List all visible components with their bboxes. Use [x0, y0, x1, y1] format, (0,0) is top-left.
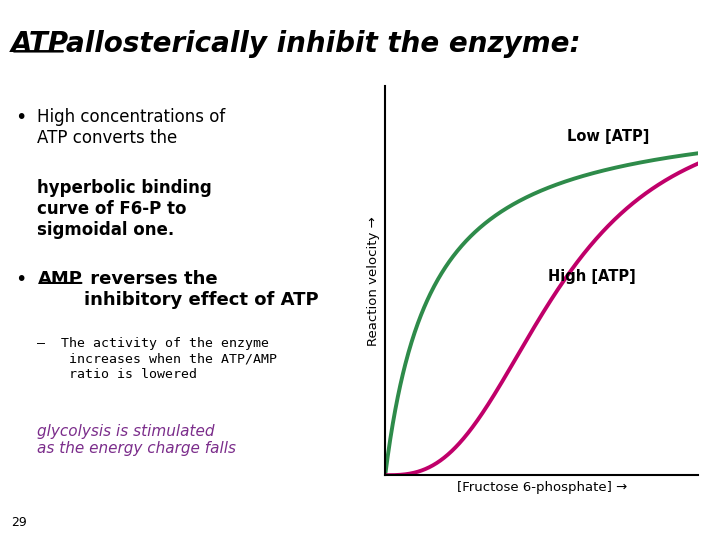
X-axis label: [Fructose 6-phosphate] →: [Fructose 6-phosphate] →	[456, 481, 627, 494]
Text: hyperbolic binding
curve of F6-P to
sigmoidal one.: hyperbolic binding curve of F6-P to sigm…	[37, 179, 212, 239]
Text: High [ATP]: High [ATP]	[548, 269, 636, 284]
Text: –  The activity of the enzyme
    increases when the ATP/AMP
    ratio is lowere: – The activity of the enzyme increases w…	[37, 338, 277, 381]
Text: Low [ATP]: Low [ATP]	[567, 129, 649, 144]
Text: allosterically inhibit the enzyme:: allosterically inhibit the enzyme:	[66, 30, 580, 58]
Text: ATP: ATP	[12, 30, 79, 58]
Text: High concentrations of
ATP converts the: High concentrations of ATP converts the	[37, 108, 225, 167]
Y-axis label: Reaction velocity →: Reaction velocity →	[366, 216, 379, 346]
Text: glycolysis is stimulated
as the energy charge falls: glycolysis is stimulated as the energy c…	[37, 424, 236, 456]
Text: reverses the
inhibitory effect of ATP: reverses the inhibitory effect of ATP	[84, 270, 319, 309]
Text: AMP: AMP	[37, 270, 82, 288]
Text: •: •	[15, 108, 27, 127]
Text: •: •	[15, 270, 27, 289]
Text: 29: 29	[12, 516, 27, 529]
